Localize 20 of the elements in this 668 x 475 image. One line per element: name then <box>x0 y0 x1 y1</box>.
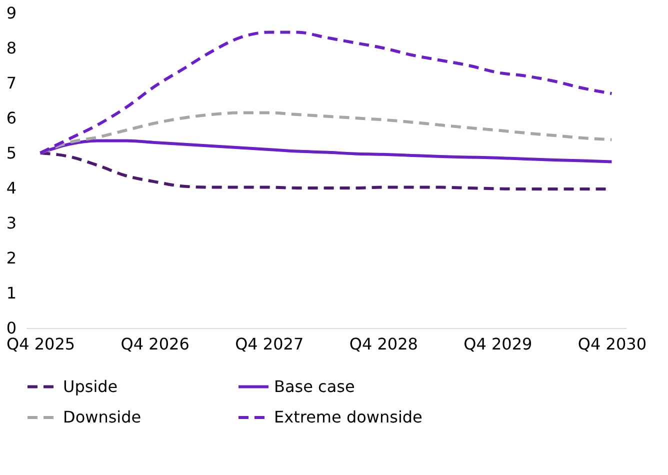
y-tick-label: 5 <box>6 144 16 162</box>
y-tick-label: 0 <box>6 318 16 338</box>
x-tick-label: Q4 2028 <box>349 334 418 354</box>
x-tick-label: Q4 2025 <box>6 334 76 354</box>
y-tick-label: 4 <box>6 178 16 198</box>
y-tick-label: 2 <box>6 248 16 268</box>
legend-label: Upside <box>63 376 118 396</box>
y-tick-label: 3 <box>6 214 16 232</box>
x-tick-label: Q4 2030 <box>578 334 647 354</box>
legend-label: Downside <box>63 408 142 426</box>
x-tick-label: Q4 2029 <box>464 334 532 354</box>
y-tick-label: 9 <box>6 4 16 22</box>
x-tick-label: Q4 2027 <box>235 334 304 354</box>
legend-label: Base case <box>274 376 355 396</box>
y-tick-label: 8 <box>6 38 16 58</box>
legend-label: Extreme downside <box>274 408 422 426</box>
y-tick-label: 6 <box>6 108 16 128</box>
x-tick-label: Q4 2026 <box>120 334 190 354</box>
y-tick-label: 1 <box>6 284 16 302</box>
y-tick-label: 7 <box>6 74 16 92</box>
